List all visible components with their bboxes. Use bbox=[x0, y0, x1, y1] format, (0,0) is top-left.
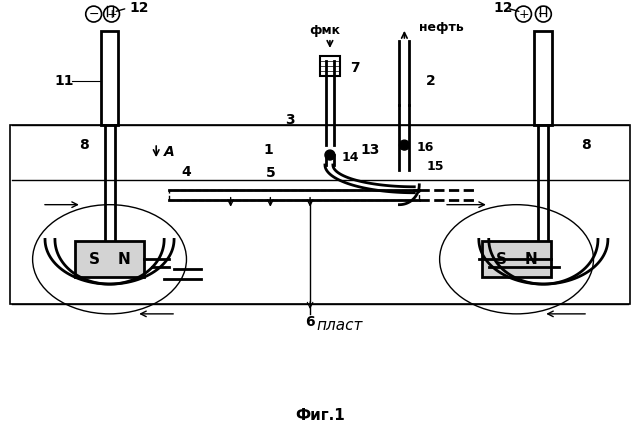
Bar bbox=[75, 242, 144, 277]
Text: Фиг.1: Фиг.1 bbox=[295, 407, 345, 423]
Text: −: − bbox=[538, 7, 548, 21]
Text: N: N bbox=[525, 252, 538, 267]
Text: 8: 8 bbox=[581, 138, 591, 152]
Text: А: А bbox=[164, 145, 175, 159]
Text: 2: 2 bbox=[426, 74, 436, 87]
Text: нефть: нефть bbox=[419, 22, 464, 35]
Bar bbox=[100, 31, 118, 125]
Text: 4: 4 bbox=[181, 165, 191, 179]
Text: 1: 1 bbox=[264, 143, 273, 157]
Text: 7: 7 bbox=[350, 61, 360, 74]
Circle shape bbox=[399, 140, 410, 150]
Text: N: N bbox=[118, 252, 131, 267]
Text: 16: 16 bbox=[416, 141, 434, 154]
Text: 11: 11 bbox=[54, 74, 74, 87]
Bar bbox=[320, 56, 340, 76]
Bar bbox=[534, 31, 552, 125]
Text: 13: 13 bbox=[360, 143, 380, 157]
Text: 5: 5 bbox=[266, 166, 275, 180]
Text: 6: 6 bbox=[305, 315, 315, 329]
Text: пласт: пласт bbox=[317, 318, 363, 333]
Text: 8: 8 bbox=[79, 138, 88, 152]
Text: 12: 12 bbox=[129, 1, 149, 15]
Text: 12: 12 bbox=[494, 1, 513, 15]
Circle shape bbox=[325, 150, 335, 160]
Text: +: + bbox=[106, 7, 117, 21]
Bar bbox=[10, 125, 630, 304]
Text: 14: 14 bbox=[342, 151, 359, 164]
Bar bbox=[169, 190, 419, 200]
Text: 3: 3 bbox=[285, 113, 295, 127]
Text: S: S bbox=[89, 252, 100, 267]
Text: S: S bbox=[496, 252, 507, 267]
Text: фмк: фмк bbox=[310, 24, 340, 37]
Text: +: + bbox=[518, 7, 529, 21]
Text: 15: 15 bbox=[426, 161, 444, 174]
Bar bbox=[482, 242, 551, 277]
Text: −: − bbox=[88, 7, 99, 21]
